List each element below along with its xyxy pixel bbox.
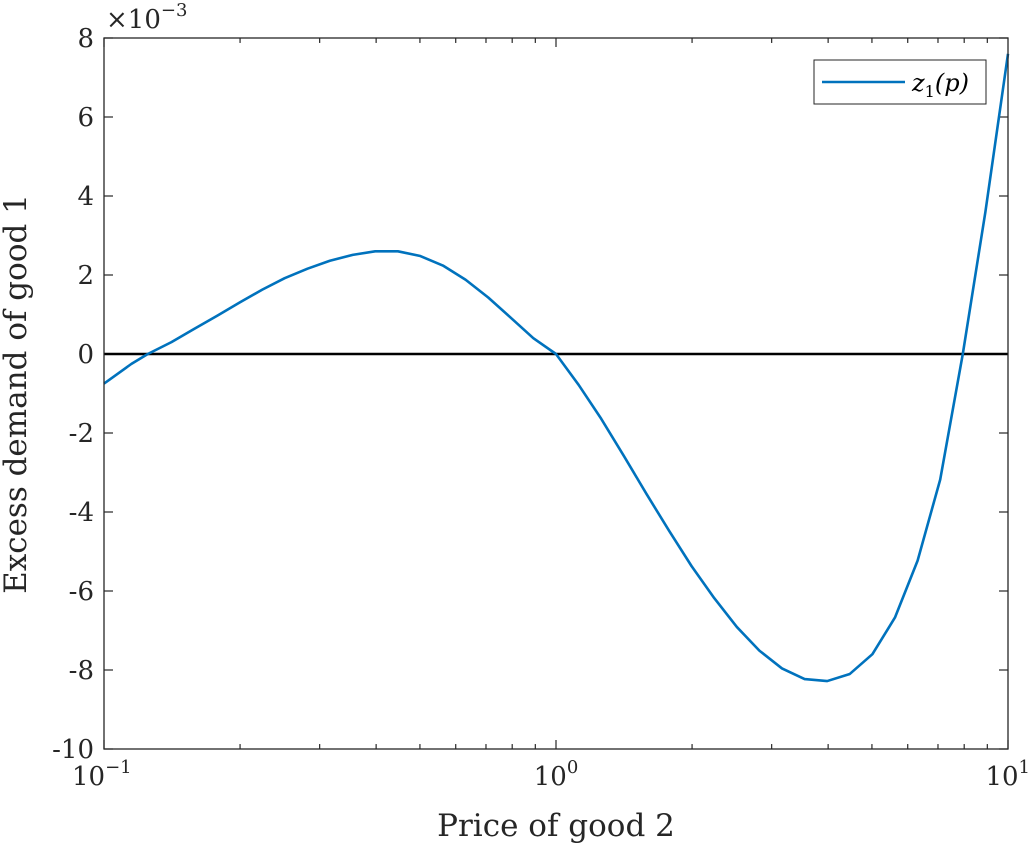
y-tick-label: 2 (77, 261, 94, 291)
y-tick-label: -8 (69, 656, 94, 686)
y-axis-multiplier: ×10−3 (106, 0, 187, 35)
y-tick-label: 0 (77, 340, 94, 370)
x-tick-labels: 10−1 100 101 (72, 757, 1030, 792)
y-tick-label: -6 (69, 577, 94, 607)
tick-marks (103, 37, 1009, 750)
y-tick-label: -2 (69, 419, 94, 449)
x-axis-title: Price of good 2 (437, 808, 675, 844)
series-line-z1 (103, 53, 1010, 683)
legend-entry-label: z1(p) (911, 69, 969, 101)
legend: z1(p) (813, 59, 987, 105)
x-tick-label: 100 (534, 757, 579, 792)
y-tick-label: -10 (52, 735, 94, 765)
y-tick-label: -4 (69, 498, 94, 528)
y-tick-label: 8 (77, 24, 94, 54)
x-tick-label: 10−1 (72, 757, 132, 792)
plot-frame (103, 37, 1009, 750)
y-tick-label: 4 (77, 182, 94, 212)
series-layer (103, 53, 1010, 683)
y-tick-labels: -10 -8 -6 -4 -2 0 2 4 6 8 (52, 24, 94, 765)
y-axis-title: Excess demand of good 1 (0, 194, 34, 594)
y-tick-label: 6 (77, 103, 94, 133)
x-tick-label: 101 (985, 757, 1030, 792)
